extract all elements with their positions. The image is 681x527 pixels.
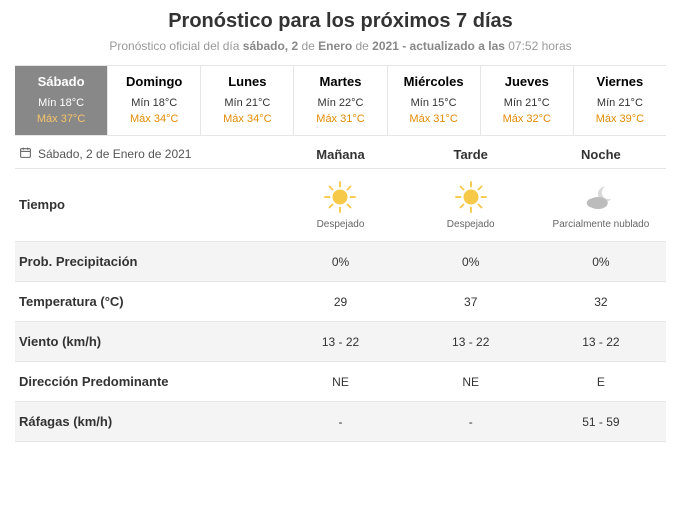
subtitle-time: 07:52	[508, 39, 538, 53]
data-cell: 13 - 22	[536, 335, 666, 349]
row-label: Temperatura (°C)	[15, 294, 275, 309]
subtitle-updated-label: - actualizado a las	[399, 39, 508, 53]
day-name: Viernes	[574, 74, 666, 89]
period-afternoon: Tarde	[406, 147, 536, 162]
selected-date-text: Sábado, 2 de Enero de 2021	[38, 147, 191, 161]
day-name: Lunes	[201, 74, 293, 89]
data-row: Ráfagas (km/h)--51 - 59	[15, 402, 666, 442]
subtitle-prefix: Pronóstico oficial del día	[109, 39, 242, 53]
period-night: Noche	[536, 147, 666, 162]
data-cell: 13 - 22	[406, 335, 536, 349]
period-morning: Mañana	[275, 147, 405, 162]
data-cell: 0%	[536, 255, 666, 269]
cloud-moon-icon	[536, 177, 666, 217]
day-tab-3[interactable]: Martes Mín 22°C Máx 31°C	[294, 66, 387, 135]
day-name: Martes	[294, 74, 386, 89]
weather-night: Parcialmente nublado	[536, 177, 666, 231]
data-cell: NE	[406, 375, 536, 389]
data-cell: -	[406, 415, 536, 429]
day-max: Máx 31°C	[294, 113, 386, 125]
day-min: Mín 18°C	[108, 97, 200, 109]
data-cell: 13 - 22	[275, 335, 405, 349]
data-cell: NE	[275, 375, 405, 389]
day-tab-6[interactable]: Viernes Mín 21°C Máx 39°C	[574, 66, 666, 135]
day-min: Mín 21°C	[201, 97, 293, 109]
day-max: Máx 31°C	[388, 113, 480, 125]
sun-icon	[275, 177, 405, 217]
page-subtitle: Pronóstico oficial del día sábado, 2 de …	[15, 39, 666, 53]
row-label: Prob. Precipitación	[15, 254, 275, 269]
subtitle-year: 2021	[372, 39, 399, 53]
data-row: Dirección PredominanteNENEE	[15, 362, 666, 402]
weather-afternoon: Despejado	[406, 177, 536, 231]
days-tabs: SábadoMín 18°CMáx 37°CDomingoMín 18°CMáx…	[15, 65, 666, 136]
date-header-row: Sábado, 2 de Enero de 2021 Mañana Tarde …	[15, 136, 666, 169]
weather-morning: Despejado	[275, 177, 405, 231]
sun-icon	[406, 177, 536, 217]
day-min: Mín 22°C	[294, 97, 386, 109]
day-max: Máx 39°C	[574, 113, 666, 125]
weather-label: Tiempo	[15, 197, 275, 212]
data-cell: 0%	[406, 255, 536, 269]
data-cell: 37	[406, 295, 536, 309]
selected-date: Sábado, 2 de Enero de 2021	[15, 146, 275, 162]
day-tab-1[interactable]: Domingo Mín 18°C Máx 34°C	[108, 66, 201, 135]
subtitle-month: Enero	[318, 39, 352, 53]
data-row: Viento (km/h)13 - 2213 - 2213 - 22	[15, 322, 666, 362]
data-cell: 32	[536, 295, 666, 309]
day-name: Domingo	[108, 74, 200, 89]
data-row: Prob. Precipitación0%0%0%	[15, 242, 666, 282]
day-tab-2[interactable]: Lunes Mín 21°C Máx 34°C	[201, 66, 294, 135]
day-name: Sábado	[15, 74, 107, 89]
weather-night-desc: Parcialmente nublado	[536, 219, 666, 231]
day-min: Mín 21°C	[574, 97, 666, 109]
calendar-icon	[19, 146, 32, 162]
day-max: Máx 32°C	[481, 113, 573, 125]
data-cell: 29	[275, 295, 405, 309]
day-name: Miércoles	[388, 74, 480, 89]
day-min: Mín 21°C	[481, 97, 573, 109]
data-cell: -	[275, 415, 405, 429]
row-label: Dirección Predominante	[15, 374, 275, 389]
page-title: Pronóstico para los próximos 7 días	[15, 10, 666, 33]
day-max: Máx 37°C	[15, 113, 107, 125]
row-label: Viento (km/h)	[15, 334, 275, 349]
data-cell: 51 - 59	[536, 415, 666, 429]
weather-afternoon-desc: Despejado	[406, 219, 536, 231]
row-label: Ráfagas (km/h)	[15, 414, 275, 429]
day-max: Máx 34°C	[108, 113, 200, 125]
data-cell: 0%	[275, 255, 405, 269]
subtitle-day: sábado, 2	[243, 39, 298, 53]
day-tab-0[interactable]: Sábado Mín 18°C Máx 37°C	[15, 66, 108, 135]
data-cell: E	[536, 375, 666, 389]
data-row: Temperatura (°C)293732	[15, 282, 666, 322]
day-max: Máx 34°C	[201, 113, 293, 125]
weather-row: Tiempo Despejado Despejado Parcialmente …	[15, 169, 666, 242]
day-min: Mín 15°C	[388, 97, 480, 109]
day-tab-4[interactable]: Miércoles Mín 15°C Máx 31°C	[388, 66, 481, 135]
day-name: Jueves	[481, 74, 573, 89]
day-min: Mín 18°C	[15, 97, 107, 109]
weather-morning-desc: Despejado	[275, 219, 405, 231]
day-tab-5[interactable]: Jueves Mín 21°C Máx 32°C	[481, 66, 574, 135]
